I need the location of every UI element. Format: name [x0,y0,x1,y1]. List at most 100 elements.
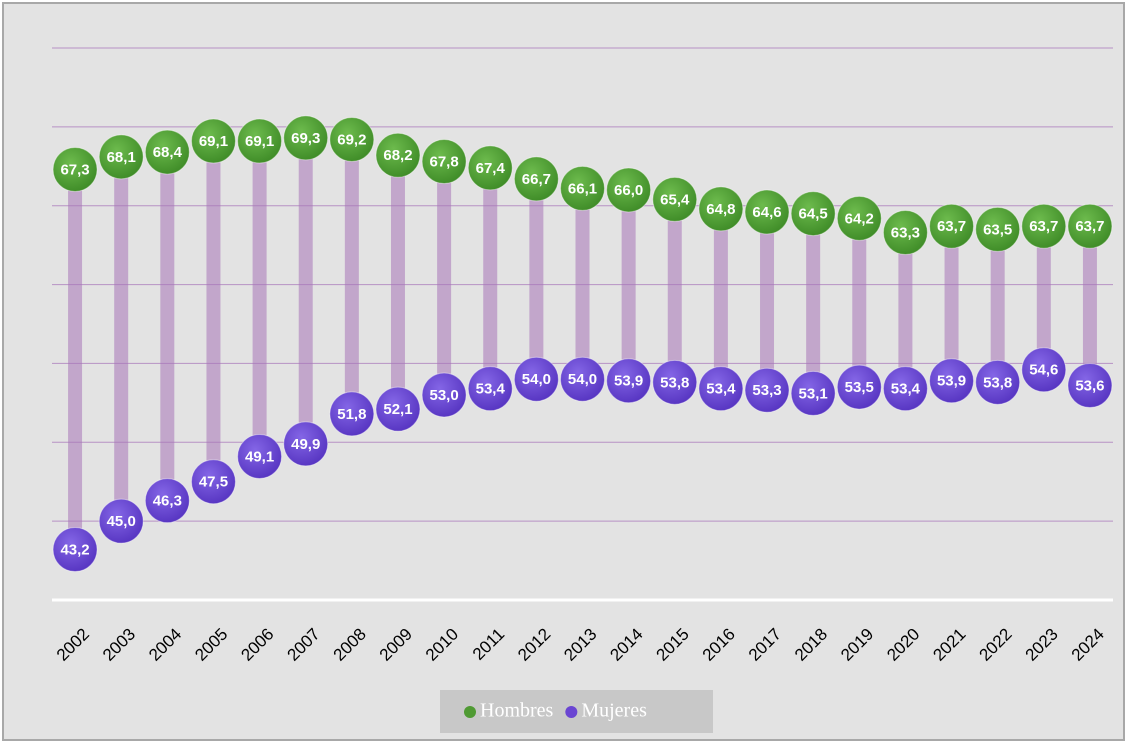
connector [160,152,175,501]
value-label: 69,1 [245,133,274,150]
dot [560,356,605,402]
legend-label: Hombres [480,700,554,722]
connector [1036,226,1051,370]
dot [329,391,375,437]
dot [421,372,467,418]
value-label: 64,6 [752,204,781,221]
connector [68,169,83,550]
value-label: 53,5 [845,379,874,396]
value-label: 64,2 [845,210,874,227]
connector [990,229,1005,383]
connector [575,188,590,380]
dot [929,203,975,249]
connector [898,232,913,389]
dot [467,366,513,412]
dot [237,433,283,479]
value-label: 52,1 [383,401,412,418]
value-label: 63,5 [983,221,1012,238]
legend-marker [565,706,578,718]
dot [1021,203,1067,249]
dot [283,421,329,467]
value-label: 54,6 [1029,362,1058,379]
value-label: 68,1 [107,149,136,166]
value-label: 69,3 [291,130,320,147]
dot [52,527,98,573]
dot [744,189,790,235]
dot [375,386,421,432]
dot [790,370,836,416]
dot [929,358,975,404]
dot [1021,347,1067,393]
dot [836,195,882,241]
value-label: 53,1 [799,385,828,402]
connector [667,199,682,383]
value-label: 63,7 [937,218,966,235]
dot [144,478,190,524]
legend-marker [464,706,476,718]
dot [98,134,144,180]
value-label: 53,8 [983,374,1012,391]
connector [806,213,821,394]
dot [606,358,652,404]
dot [375,132,421,178]
connector [344,139,359,414]
value-label: 66,0 [614,182,643,199]
dot [190,459,236,505]
value-label: 53,9 [614,373,643,390]
value-label: 45,0 [107,513,136,530]
value-label: 63,7 [1029,218,1058,235]
connector [760,212,775,391]
value-label: 47,5 [199,474,228,491]
value-label: 66,1 [568,180,597,197]
connector [1082,226,1097,386]
value-label: 53,6 [1075,377,1104,394]
dot [421,139,467,185]
dot [698,186,744,232]
dot [882,210,928,256]
value-label: 53,4 [706,381,736,398]
value-label: 63,7 [1075,218,1104,235]
connector [852,218,867,388]
dot [1067,363,1113,409]
connector [713,208,728,389]
dot [560,165,605,211]
dot [836,364,882,410]
value-label: 54,0 [568,371,597,388]
dot [652,176,698,222]
connector [390,155,405,410]
value-label: 67,8 [430,154,459,171]
value-label: 49,9 [291,436,320,453]
value-label: 69,2 [337,131,366,148]
dot [790,191,836,237]
connector [944,226,959,381]
dot [882,366,928,412]
connector [483,167,498,389]
dot [698,366,744,412]
dot [329,116,375,162]
dot [652,359,698,405]
dot [1067,203,1113,249]
value-label: 54,0 [522,371,551,388]
dot [744,367,790,413]
dot [606,167,652,213]
dot [513,356,559,402]
value-label: 53,4 [891,381,921,398]
value-label: 49,1 [245,448,274,465]
value-label: 53,0 [430,387,459,404]
value-label: 53,9 [937,373,966,390]
dot [513,156,559,202]
dot [283,115,329,161]
connector [298,137,313,444]
connector [437,161,452,395]
value-label: 67,4 [476,160,506,177]
connector [114,156,129,522]
value-label: 64,5 [799,206,828,223]
dot [98,498,144,544]
dot [190,118,236,164]
connector [252,141,267,457]
value-label: 46,3 [153,493,182,510]
value-label: 64,8 [706,201,735,218]
dot [52,146,98,192]
legend-label: Mujeres [581,700,647,722]
